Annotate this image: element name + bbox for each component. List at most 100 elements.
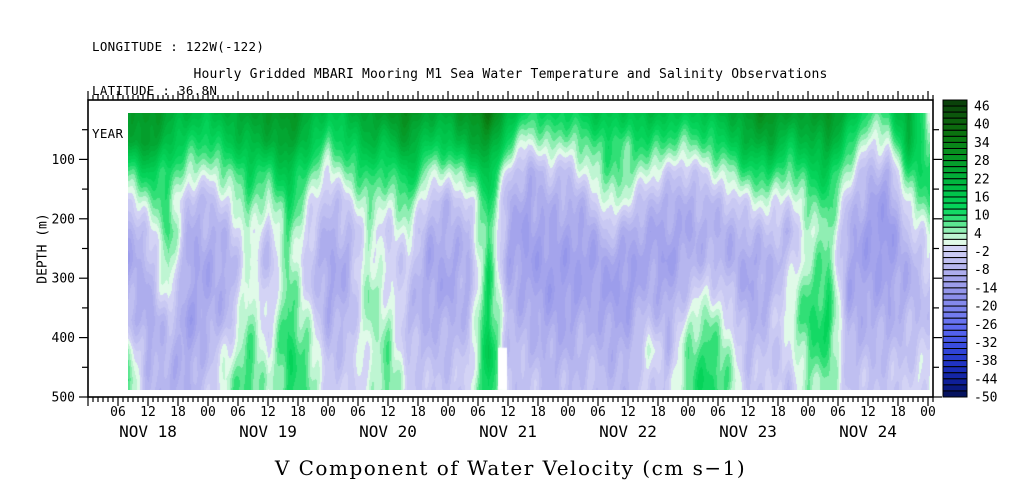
x-tick-label: 18 (170, 405, 186, 420)
x-tick-label: 00 (800, 405, 816, 420)
colorbar-cell (942, 123, 968, 131)
colorbar-cell (942, 147, 968, 156)
x-tick-label: 06 (470, 405, 486, 420)
colorbar-cell (942, 335, 968, 343)
x-tick-label: 06 (710, 405, 726, 420)
x-date-label: NOV 22 (599, 422, 657, 441)
colorbar-cell (942, 232, 968, 240)
y-tick-label: 400 (52, 331, 75, 346)
colorbar-cell (942, 251, 968, 259)
x-date-label: NOV 24 (839, 422, 897, 441)
colorbar-label: 40 (974, 118, 990, 133)
colorbar-cell (942, 281, 968, 289)
colorbar-cell (942, 166, 968, 174)
y-tick-label: 300 (52, 272, 75, 287)
colorbar-cell (942, 287, 968, 295)
colorbar-cell (942, 390, 968, 398)
colorbar-cell (942, 329, 968, 337)
colorbar-cell (942, 208, 968, 216)
colorbar-label: -26 (974, 318, 997, 333)
x-date-label: NOV 23 (719, 422, 777, 441)
x-tick-label: 18 (650, 405, 666, 420)
colorbar-cell (942, 366, 968, 374)
colorbar-cell (942, 305, 968, 313)
x-tick-label: 12 (260, 405, 276, 420)
x-tick-label: 12 (380, 405, 396, 420)
colorbar-label: 16 (974, 190, 990, 205)
x-tick-label: 12 (620, 405, 636, 420)
colorbar-cell (942, 372, 968, 380)
caption: V Component of Water Velocity (cm s−1) (274, 456, 747, 480)
colorbar-cell (942, 214, 968, 222)
x-tick-label: 00 (440, 405, 456, 420)
colorbar-cell (942, 196, 968, 204)
y-tick-label: 200 (52, 212, 75, 227)
colorbar-label: 22 (974, 172, 990, 187)
colorbar-cell (942, 378, 968, 386)
colorbar-label: 10 (974, 209, 990, 224)
colorbar-label: -38 (974, 354, 997, 369)
colorbar-label: -20 (974, 300, 997, 315)
colorbar-cell (942, 154, 968, 162)
colorbar-label: 4 (974, 227, 982, 242)
colorbar-label: -50 (974, 391, 997, 406)
x-tick-label: 00 (920, 405, 936, 420)
colorbar-cell (942, 202, 968, 210)
colorbar-cell (942, 341, 968, 350)
x-tick-label: 12 (500, 405, 516, 420)
colorbar-cell (942, 293, 968, 301)
colorbar-cell (942, 299, 968, 307)
colorbar-cell (942, 105, 968, 113)
x-tick-label: 06 (590, 405, 606, 420)
colorbar-cell (942, 129, 968, 137)
colorbar-cell (942, 360, 968, 368)
colorbar-cell (942, 317, 968, 325)
colorbar-cell (942, 117, 968, 125)
colorbar-cell (942, 226, 968, 234)
x-tick-label: 18 (530, 405, 546, 420)
colorbar-label: 46 (974, 100, 990, 115)
colorbar-cell (942, 220, 968, 228)
heatmap-canvas (128, 113, 930, 390)
x-date-label: NOV 19 (239, 422, 297, 441)
x-tick-label: 06 (350, 405, 366, 420)
header-latitude: LATITUDE : 36.8N (92, 82, 218, 98)
colorbar-cell (942, 160, 968, 168)
colorbar-cell (942, 275, 968, 283)
y-tick-label: 500 (52, 391, 75, 406)
colorbar-label: 28 (974, 154, 990, 169)
colorbar-label: -2 (974, 245, 990, 260)
colorbar-cell (942, 354, 968, 362)
colorbar-cell (942, 348, 968, 356)
colorbar-label: -44 (974, 372, 998, 387)
x-tick-label: 00 (320, 405, 336, 420)
colorbar-cell (942, 384, 968, 392)
colorbar-cell (942, 238, 968, 246)
colorbar-cell (942, 184, 968, 192)
x-tick-label: 00 (680, 405, 696, 420)
x-tick-label: 06 (110, 405, 126, 420)
x-tick-label: 06 (830, 405, 846, 420)
x-date-label: NOV 20 (359, 422, 417, 441)
x-tick-label: 00 (200, 405, 216, 420)
x-tick-label: 06 (230, 405, 246, 420)
x-tick-label: 18 (890, 405, 906, 420)
x-tick-label: 12 (860, 405, 876, 420)
colorbar-cell (942, 99, 968, 107)
plot-frame (87, 99, 934, 398)
colorbar-cell (942, 178, 968, 186)
colorbar-cell (942, 190, 968, 198)
colorbar-label: 34 (974, 136, 990, 151)
colorbar-cell (942, 244, 968, 253)
x-tick-label: 12 (740, 405, 756, 420)
y-tick-label: 100 (52, 153, 75, 168)
colorbar-cell (942, 111, 968, 119)
colorbar-label: -14 (974, 281, 998, 296)
header-longitude: LONGITUDE : 122W(-122) (92, 39, 265, 54)
colorbar-cell (942, 311, 968, 319)
colorbar-cell (942, 269, 968, 277)
x-tick-label: 18 (290, 405, 306, 420)
x-date-label: NOV 21 (479, 422, 537, 441)
